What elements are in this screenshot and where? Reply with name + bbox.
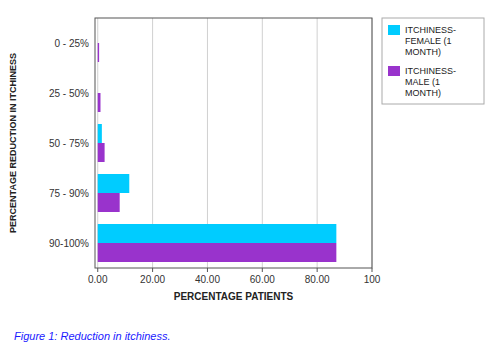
legend-swatch [388, 66, 400, 76]
x-axis-label: PERCENTAGE PATIENTS [174, 291, 294, 302]
bar [98, 143, 105, 162]
tick-label: 20.00 [140, 274, 165, 285]
legend-line: MALE (1 [405, 77, 440, 87]
tick-mark [262, 268, 263, 272]
tick-mark [152, 268, 153, 272]
category-label: 75 - 90% [49, 188, 89, 199]
caption: Figure 1: Reduction in itchiness. [14, 330, 171, 342]
bar [98, 43, 99, 62]
legend-line: MONTH) [405, 47, 441, 57]
bars [98, 43, 337, 262]
tick-mark [97, 268, 98, 272]
legend-label: ITCHINESS-FEMALE (1MONTH) [405, 25, 456, 57]
y-axis-label: PERCENTAGE REDUCTION IN ITCHINESS [8, 53, 18, 233]
tick-label: 0.00 [88, 274, 108, 285]
bar [98, 243, 337, 262]
legend-line: MONTH) [405, 88, 441, 98]
tick-label: 40.00 [195, 274, 220, 285]
plot-frame [95, 18, 372, 268]
bar [98, 224, 337, 243]
grid [98, 18, 372, 268]
bar [97, 24, 98, 43]
category-label: 0 - 25% [55, 38, 90, 49]
legend-line: ITCHINESS- [405, 66, 456, 76]
legend-label: ITCHINESS-MALE (1MONTH) [405, 66, 456, 98]
tick-mark [207, 268, 208, 272]
legend: ITCHINESS-FEMALE (1MONTH)ITCHINESS-MALE … [382, 18, 484, 104]
legend-line: FEMALE (1 [405, 36, 452, 46]
category-label: 90-100% [49, 238, 89, 249]
bar [98, 174, 130, 193]
bar [98, 93, 101, 112]
category-label: 50 - 75% [49, 138, 89, 149]
tick-mark [317, 268, 318, 272]
tick-mark [372, 268, 373, 272]
tick-label: 100 [364, 274, 381, 285]
bar [97, 74, 98, 93]
legend-swatch [388, 25, 400, 35]
tick-label: 60.00 [250, 274, 275, 285]
tick-label: 80.00 [305, 274, 330, 285]
legend-line: ITCHINESS- [405, 25, 456, 35]
chart: 0.00 20.00 40.00 60.00 80.00 100 0 - 25% 25 - 5… [0, 0, 493, 354]
bar [98, 193, 120, 212]
bar [98, 124, 102, 143]
legend-box [382, 18, 484, 104]
category-label: 25 - 50% [49, 88, 89, 99]
